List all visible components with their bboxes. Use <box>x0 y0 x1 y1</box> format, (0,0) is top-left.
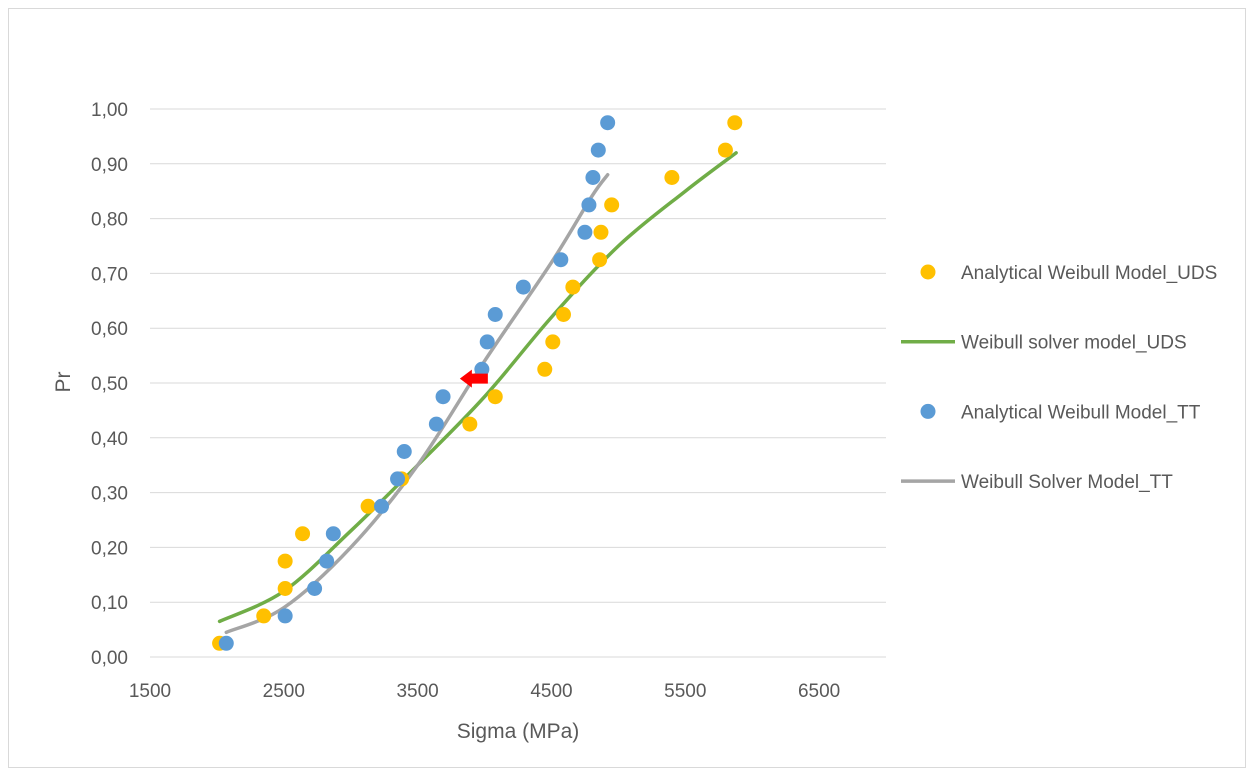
legend-marker <box>920 264 936 280</box>
series-layer <box>212 115 743 651</box>
data-point <box>555 307 571 322</box>
arrow-annotation <box>459 369 488 388</box>
data-point <box>325 526 341 542</box>
data-point <box>592 252 608 268</box>
data-point <box>307 581 323 596</box>
data-point <box>277 608 293 624</box>
x-tick-label: 5500 <box>664 681 706 702</box>
data-point <box>435 389 451 405</box>
data-point <box>218 635 234 651</box>
x-tick-label: 3500 <box>396 681 438 702</box>
data-point <box>727 115 743 131</box>
legend-marker <box>920 403 936 419</box>
series-line-weibull-solver-model-tt <box>224 173 610 635</box>
y-tick-label: 0,60 <box>91 319 128 340</box>
x-tick-label: 2500 <box>263 681 305 702</box>
data-point <box>585 170 601 185</box>
x-tick-label: 4500 <box>530 681 572 702</box>
y-tick-label: 0,80 <box>91 210 128 231</box>
data-point <box>515 279 531 295</box>
data-point <box>581 197 597 213</box>
data-point <box>374 498 390 514</box>
data-point <box>593 224 609 240</box>
gridlines <box>150 108 886 658</box>
annotations <box>459 369 488 388</box>
y-tick-label: 0,20 <box>91 538 128 559</box>
data-point <box>277 581 293 596</box>
data-point <box>462 416 478 432</box>
data-point <box>717 142 733 158</box>
y-tick-label: 0,00 <box>91 648 128 669</box>
y-tick-label: 0,10 <box>91 593 128 614</box>
y-tick-label: 1,00 <box>91 100 128 121</box>
x-tick-label: 1500 <box>129 681 171 702</box>
axes: 0,00 0,10 0,20 0,30 0,40 0,50 0,60 0,70 0,80 0,90… <box>91 100 840 702</box>
data-point <box>537 361 553 377</box>
x-tick-label: 6500 <box>798 681 840 702</box>
chart-frame <box>8 8 1246 768</box>
data-point <box>565 279 581 295</box>
data-point <box>319 553 335 569</box>
y-axis-label: Pr <box>52 371 75 392</box>
legend-label: Analytical Weibull Model_TT <box>961 402 1201 423</box>
data-point <box>277 553 293 569</box>
y-tick-label: 0,40 <box>91 429 128 450</box>
data-point <box>600 115 616 131</box>
legend-label: Weibull solver model_UDS <box>961 333 1187 354</box>
data-point <box>664 170 680 185</box>
data-point <box>553 252 569 268</box>
data-point <box>295 526 311 542</box>
y-tick-label: 0,90 <box>91 155 128 176</box>
data-point <box>577 224 593 240</box>
data-point <box>256 608 272 624</box>
data-point <box>487 307 503 322</box>
data-point <box>479 334 495 350</box>
legend-label: Analytical Weibull Model_UDS <box>961 263 1217 284</box>
y-tick-label: 0,70 <box>91 264 128 285</box>
y-tick-label: 0,30 <box>91 484 128 505</box>
data-point <box>604 197 620 213</box>
data-point <box>474 361 490 377</box>
series-line-weibull-solver-model-uds <box>217 151 738 624</box>
data-point <box>590 142 606 158</box>
data-point <box>396 444 412 459</box>
data-point <box>390 471 406 487</box>
x-axis-label: Sigma (MPa) <box>457 720 580 743</box>
y-tick-label: 0,50 <box>91 374 128 395</box>
legend-label: Weibull Solver Model_TT <box>961 472 1173 493</box>
legend: Analytical Weibull Model_UDS Weibull solv… <box>901 263 1217 493</box>
data-point <box>545 334 561 350</box>
data-point <box>428 416 444 432</box>
data-point <box>360 498 376 514</box>
data-point <box>487 389 503 405</box>
